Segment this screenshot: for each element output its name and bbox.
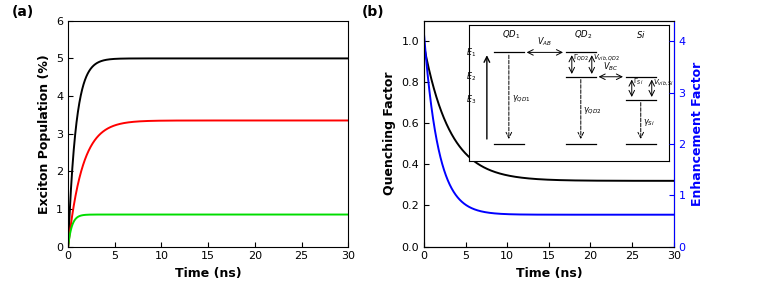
Text: (b): (b) [362, 5, 384, 19]
Y-axis label: Quenching Factor: Quenching Factor [383, 72, 396, 195]
X-axis label: Time (ns): Time (ns) [175, 267, 241, 280]
Y-axis label: Enhancement Factor: Enhancement Factor [691, 61, 704, 206]
X-axis label: Time (ns): Time (ns) [516, 267, 582, 280]
Text: (a): (a) [12, 5, 34, 19]
Y-axis label: Exciton Population (%): Exciton Population (%) [38, 54, 51, 214]
